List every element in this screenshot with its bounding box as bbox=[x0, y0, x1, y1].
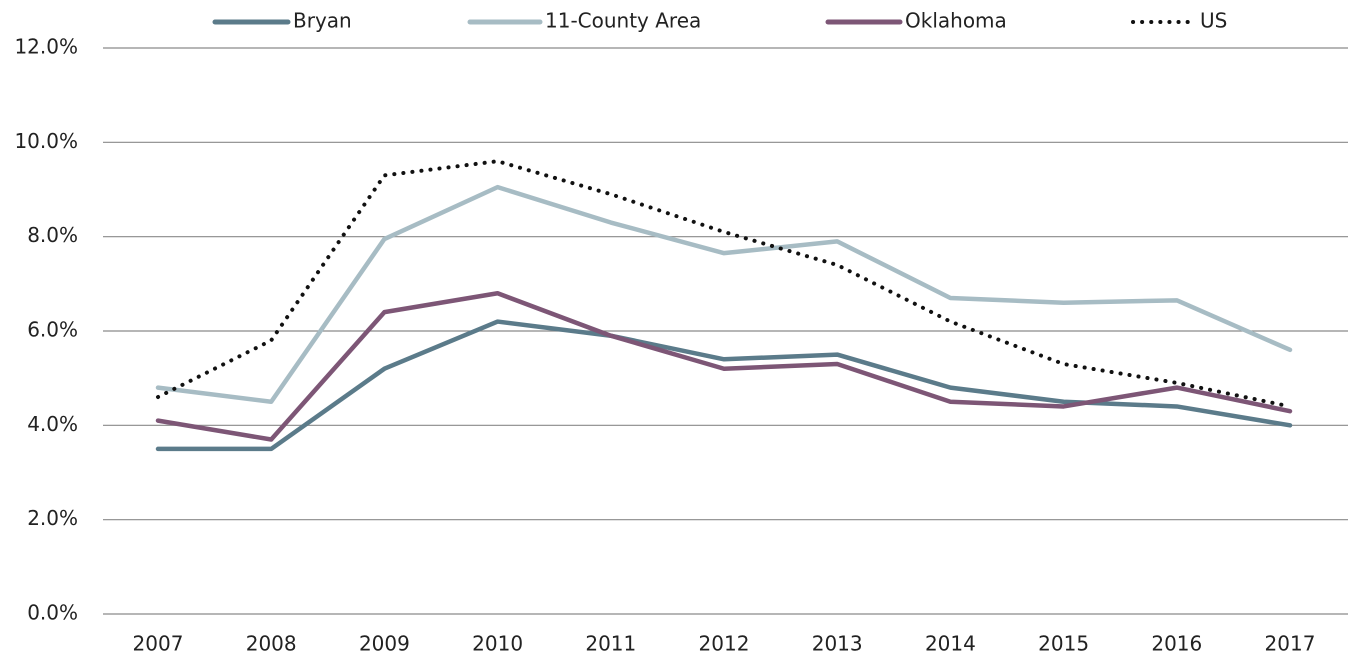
x-tick-label: 2010 bbox=[472, 632, 523, 656]
y-tick-label: 8.0% bbox=[27, 223, 78, 247]
y-tick-label: 2.0% bbox=[27, 506, 78, 530]
series-line bbox=[155, 291, 1293, 442]
x-tick-label: 2016 bbox=[1151, 632, 1202, 656]
x-tick-label: 2007 bbox=[133, 632, 184, 656]
x-tick-label: 2017 bbox=[1265, 632, 1316, 656]
legend-label: US bbox=[1200, 9, 1227, 33]
x-tick-label: 2008 bbox=[246, 632, 297, 656]
series-line bbox=[155, 319, 1293, 452]
y-tick-label: 0.0% bbox=[27, 601, 78, 625]
x-tick-label: 2013 bbox=[812, 632, 863, 656]
y-tick-label: 4.0% bbox=[27, 412, 78, 436]
x-tick-label: 2009 bbox=[359, 632, 410, 656]
x-tick-label: 2014 bbox=[925, 632, 976, 656]
x-tick-label: 2012 bbox=[699, 632, 750, 656]
series-line bbox=[156, 159, 1292, 409]
legend-label: 11-County Area bbox=[545, 9, 701, 33]
y-tick-label: 6.0% bbox=[27, 318, 78, 342]
x-tick-label: 2015 bbox=[1038, 632, 1089, 656]
x-tick-label: 2011 bbox=[585, 632, 636, 656]
legend-label: Oklahoma bbox=[905, 9, 1007, 33]
series-line bbox=[155, 184, 1293, 404]
y-tick-label: 12.0% bbox=[14, 35, 78, 59]
y-tick-label: 10.0% bbox=[14, 129, 78, 153]
legend-label: Bryan bbox=[293, 9, 352, 33]
